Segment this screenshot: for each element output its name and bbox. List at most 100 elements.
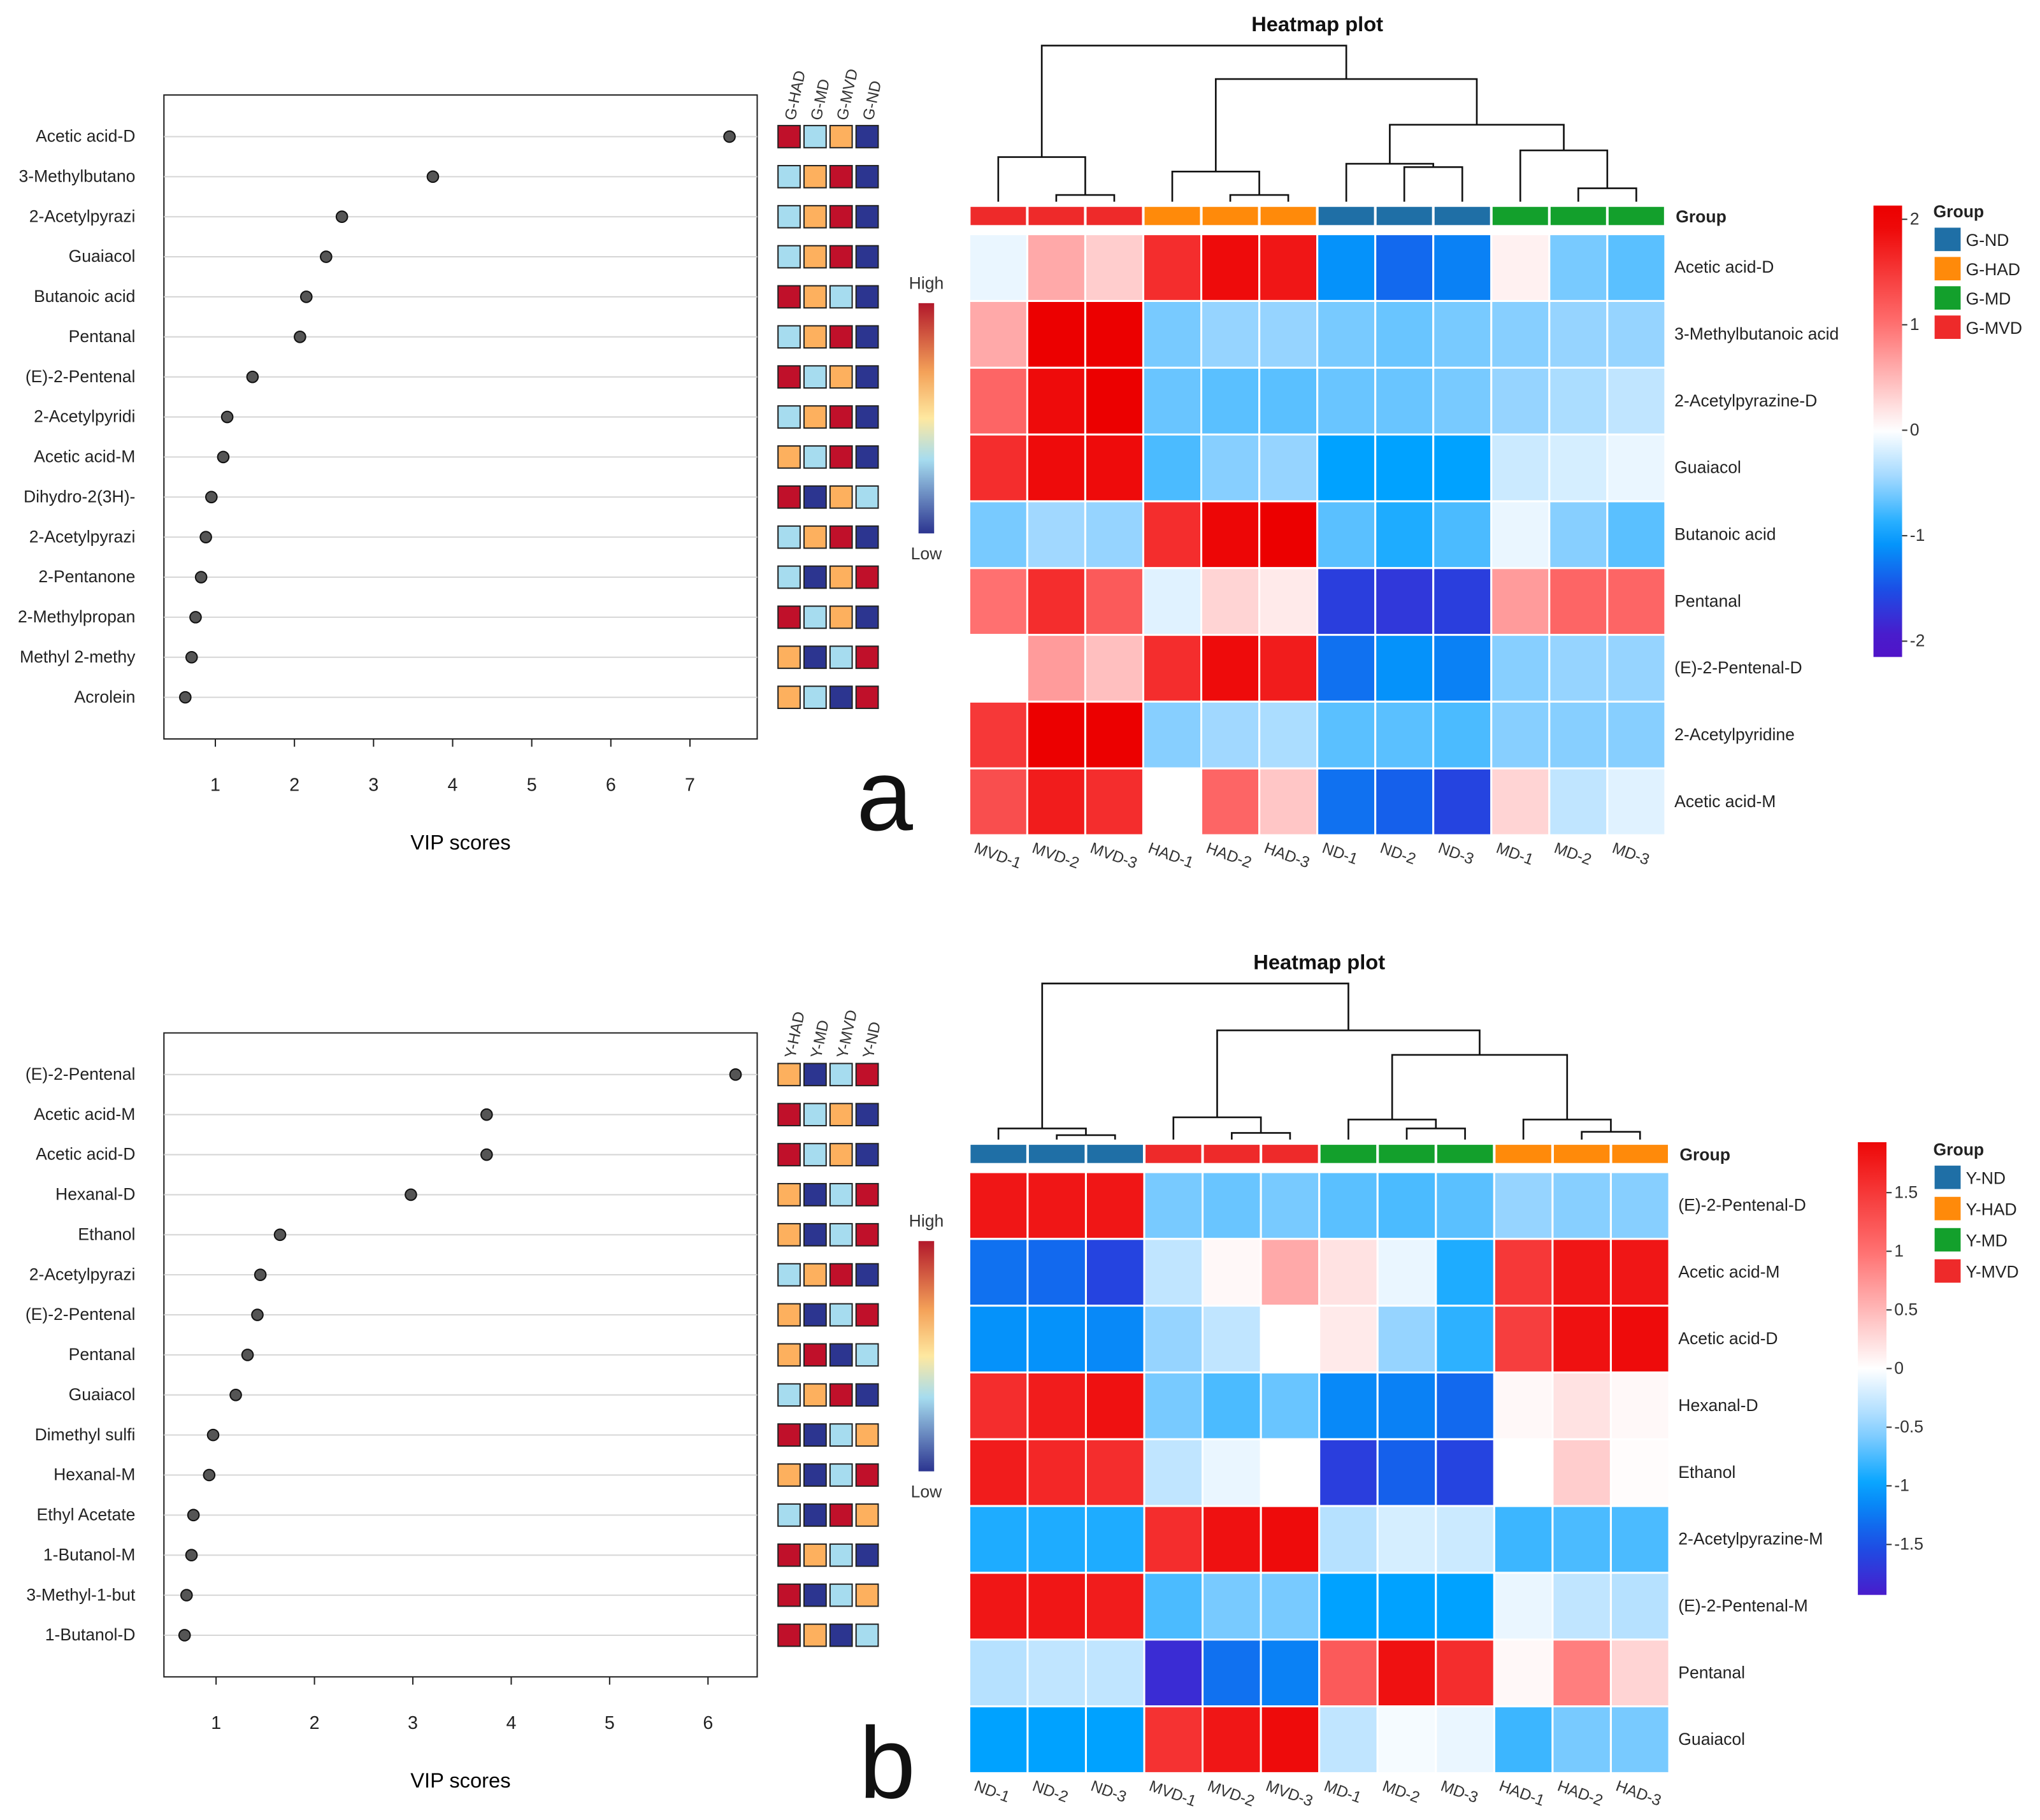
group-bar-label: Group: [1679, 1145, 1730, 1164]
column-label: MVD-2: [1205, 1777, 1257, 1810]
heatmap-cell: [1432, 567, 1493, 636]
x-tick-label: 2: [310, 1713, 320, 1733]
heatmap-cell: [1606, 567, 1667, 636]
group-bar-cell: [1608, 206, 1664, 226]
group-rank-box: [829, 1583, 853, 1607]
vip-point: [294, 331, 306, 343]
colorbar-tick-label: 1: [1910, 315, 1920, 334]
column-label: HAD-3: [1262, 840, 1312, 872]
group-rank-box: [777, 1103, 801, 1127]
heatmap-cell: [1609, 1171, 1670, 1240]
heatmap-title: Heatmap plot: [1253, 950, 1385, 973]
heatmap-cell: [1432, 366, 1493, 436]
rank-legend-high: High: [909, 1212, 944, 1231]
feature-label: 3-Methyl-1-but: [26, 1585, 136, 1604]
vip-point: [241, 1349, 254, 1361]
heatmap-cell: [1084, 1638, 1146, 1708]
heatmap-cell: [1432, 433, 1493, 503]
column-label: HAD-3: [1614, 1777, 1663, 1810]
heatmap-cell: [1493, 1305, 1554, 1373]
heatmap-cell: [1142, 366, 1203, 436]
heatmap-cell: [1258, 500, 1319, 570]
feature-label: Pentanal: [69, 327, 136, 346]
heatmap-cell: [968, 233, 1028, 302]
heatmap-cell: [968, 634, 1028, 703]
group-rank-box: [855, 685, 879, 709]
heatmap-cell: [1374, 299, 1435, 369]
heatmap-cell: [1435, 1238, 1495, 1307]
x-tick-label: 7: [685, 775, 695, 796]
group-rank-box: [829, 1103, 853, 1127]
column-label: ND-3: [1436, 840, 1476, 868]
heatmap-cell: [1026, 634, 1086, 703]
heatmap-cell: [1142, 500, 1203, 570]
group-rank-box: [855, 1543, 879, 1567]
column-label: MD-3: [1439, 1777, 1481, 1807]
group-rank-box: [777, 245, 801, 269]
group-legend-label: G-MVD: [1966, 319, 2022, 338]
group-rank-box: [777, 1503, 801, 1527]
group-rank-box: [777, 1343, 801, 1367]
vip-point: [405, 1188, 417, 1201]
group-bar-cell: [1550, 206, 1606, 226]
heatmap-cell: [1026, 433, 1086, 503]
feature-label: 2-Acetylpyrazi: [29, 527, 136, 546]
heatmap-cell: [1084, 233, 1145, 302]
heatmap-cell: [968, 500, 1028, 570]
heatmap-cell: [1548, 366, 1609, 436]
heatmap-cell: [968, 1638, 1029, 1708]
heatmap-cell: [1493, 1238, 1554, 1307]
heatmap-cell: [1142, 567, 1203, 636]
column-label: MD-2: [1380, 1777, 1422, 1807]
heatmap-cell: [968, 1438, 1029, 1507]
heatmap-cell: [1551, 1505, 1612, 1574]
heatmap-cell: [1609, 1371, 1670, 1440]
group-bar-label: Group: [1676, 207, 1727, 226]
heatmap-cell: [1376, 1705, 1437, 1774]
group-rank-box: [855, 525, 879, 549]
heatmap-cell: [1258, 567, 1319, 636]
heatmap-cell: [968, 1305, 1029, 1373]
group-legend-label: G-MD: [1966, 289, 2011, 308]
feature-label: 3-Methylbutano: [18, 167, 135, 186]
rank-legend-low: Low: [911, 1482, 943, 1501]
group-rank-box: [777, 1583, 801, 1607]
heatmap-cell: [1260, 1238, 1321, 1307]
heatmap-cell: [1374, 233, 1435, 302]
group-rank-box: [855, 245, 879, 269]
heatmap-cell: [1490, 366, 1551, 436]
group-rank-box: [855, 1383, 879, 1407]
dendrogram-branch: [1391, 1054, 1569, 1120]
heatmap-cell: [1026, 700, 1086, 770]
group-bar-cell: [1144, 206, 1200, 226]
group-rank-box: [777, 1143, 801, 1166]
heatmap-cell: [1260, 1171, 1321, 1240]
heatmap-cell: [1609, 1705, 1670, 1774]
group-bar-cell: [1087, 1145, 1143, 1163]
heatmap-cell: [1606, 767, 1667, 836]
column-label: MVD-1: [972, 840, 1023, 872]
vip-a: Acetic acid-D 3-Methylbutano 2-Acetylpyraz…: [18, 68, 944, 854]
group-bar-cell: [970, 206, 1026, 226]
heatmap-cell: [1493, 1572, 1554, 1641]
heatmap-cell: [1432, 634, 1493, 703]
heatmap-cell: [1318, 1371, 1379, 1440]
heatmap-cell: [1606, 433, 1667, 503]
heatmap-colorbar: [1858, 1142, 1887, 1595]
heatmap-cell: [1026, 1705, 1087, 1774]
column-label: ND-3: [1089, 1777, 1129, 1806]
group-rank-box: [855, 1423, 879, 1447]
group-rank-box: [803, 1063, 827, 1087]
dendrogram-branch: [1172, 1116, 1262, 1140]
feature-label: Guaiacol: [69, 247, 136, 266]
group-rank-box: [777, 1222, 801, 1247]
group-bar-cell: [1553, 1145, 1610, 1163]
heatmap-cell: [1026, 1438, 1087, 1507]
heatmap-cell: [1084, 1371, 1146, 1440]
vip-point: [299, 290, 313, 303]
group-bar-cell: [1203, 1145, 1260, 1163]
heatmap-cell: [1260, 1371, 1321, 1440]
heatmap-cell: [1026, 767, 1086, 836]
heatmap-cell: [968, 433, 1028, 503]
heatmap-cell: [1609, 1438, 1670, 1507]
